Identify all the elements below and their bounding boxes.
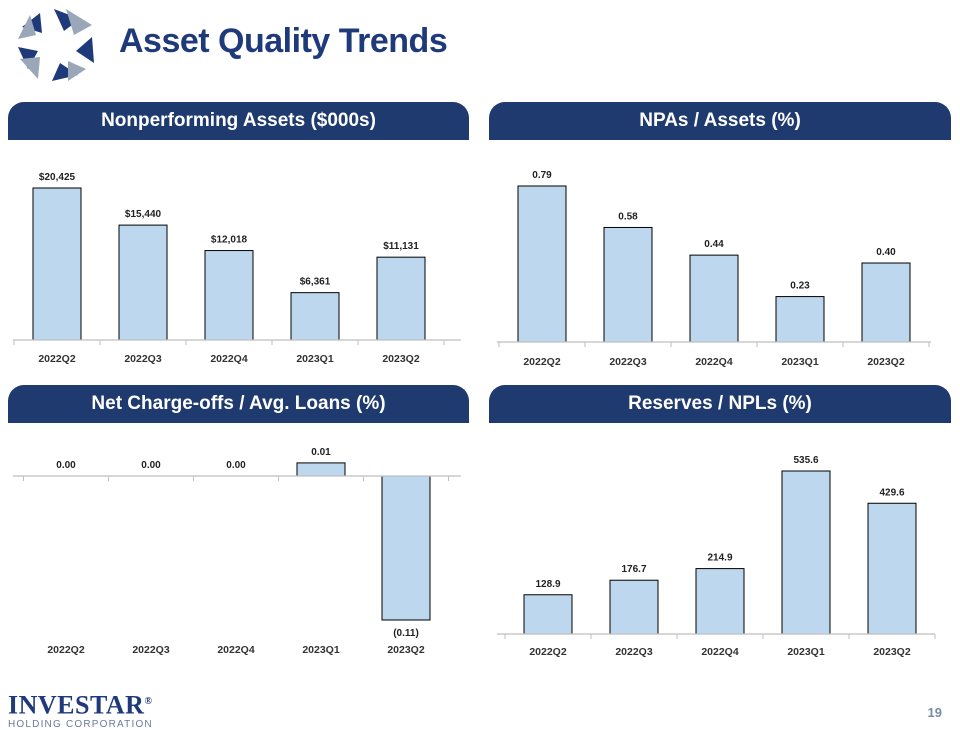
data-label-npa-2022Q4: $12,018 [211, 235, 248, 246]
category-label-reserves-2022Q3: 2022Q3 [615, 646, 653, 658]
bar-npa-2023Q1 [290, 292, 340, 341]
bar-nco-2023Q2 [381, 475, 431, 621]
category-label-nco-2022Q4: 2022Q4 [217, 644, 255, 656]
bar-npa-2022Q2 [32, 187, 82, 341]
category-label-reserves-2023Q2: 2023Q2 [873, 646, 911, 658]
chart-reserves-npls: 128.9 2022Q2 176.7 2022Q3 214.9 2022Q4 535.6 20… [497, 455, 936, 658]
bar-npa-assets-2022Q4 [689, 254, 739, 343]
brand-name: INVESTAR® [8, 690, 153, 720]
panel-header-npa: Nonperforming Assets ($000s) [8, 102, 469, 140]
data-label-nco-2023Q1: 0.01 [311, 447, 331, 458]
category-label-nco-2023Q2: 2023Q2 [387, 644, 425, 656]
category-label-npa-assets-2022Q4: 2022Q4 [695, 356, 733, 368]
brand-logo: INVESTAR® HOLDING CORPORATION [8, 689, 153, 730]
bar-npa-assets-2022Q3 [603, 226, 653, 343]
chart-nonperforming-assets: $20,425 2022Q2 $15,440 2022Q3 $12,018 2022Q4 $… [13, 172, 461, 365]
data-label-npa-2022Q3: $15,440 [125, 209, 162, 220]
panel-header-npa-assets: NPAs / Assets (%) [489, 102, 951, 140]
category-label-nco-2022Q3: 2022Q3 [132, 644, 170, 656]
category-label-npa-2022Q4: 2022Q4 [210, 353, 248, 365]
category-label-npa-assets-2023Q1: 2023Q1 [781, 356, 819, 368]
bar-npa-2023Q2 [376, 256, 426, 341]
panel-title-reserves: Reserves / NPLs (%) [628, 393, 812, 414]
data-label-npa-assets-2023Q1: 0.23 [790, 281, 810, 292]
bar-reserves-2022Q3 [609, 579, 659, 635]
panel-header-nco: Net Charge-offs / Avg. Loans (%) [8, 385, 469, 423]
brand-subtitle: HOLDING CORPORATION [8, 718, 153, 730]
panel-title-npa: Nonperforming Assets ($000s) [101, 110, 376, 131]
bar-npa-assets-2023Q2 [861, 262, 911, 343]
bar-nco-2023Q1 [296, 462, 346, 477]
category-label-npa-2022Q3: 2022Q3 [124, 353, 162, 365]
category-label-npa-2023Q2: 2023Q2 [382, 353, 420, 365]
bar-reserves-2023Q1 [781, 470, 831, 635]
page-number: 19 [927, 705, 942, 720]
page-title: Asset Quality Trends [119, 22, 448, 60]
bar-reserves-2022Q2 [523, 594, 573, 635]
bar-npa-assets-2022Q2 [517, 185, 567, 343]
category-label-npa-assets-2022Q2: 2022Q2 [523, 356, 561, 368]
data-label-reserves-2023Q1: 535.6 [793, 455, 818, 466]
data-label-nco-2022Q4: 0.00 [226, 460, 246, 471]
data-label-reserves-2023Q2: 429.6 [879, 487, 904, 498]
category-label-npa-assets-2023Q2: 2023Q2 [867, 356, 905, 368]
category-label-reserves-2022Q2: 2022Q2 [529, 646, 567, 658]
bar-npa-assets-2023Q1 [775, 296, 825, 343]
data-label-nco-2022Q2: 0.00 [56, 460, 76, 471]
logo-emblem [18, 9, 94, 81]
data-label-npa-assets-2022Q3: 0.58 [618, 211, 638, 222]
data-label-npa-assets-2022Q2: 0.79 [532, 170, 552, 181]
category-label-npa-2023Q1: 2023Q1 [296, 353, 334, 365]
category-label-nco-2022Q2: 2022Q2 [47, 644, 85, 656]
data-label-npa-2023Q1: $6,361 [300, 277, 331, 288]
bar-reserves-2023Q2 [867, 502, 917, 635]
data-label-reserves-2022Q4: 214.9 [707, 553, 732, 564]
category-label-npa-assets-2022Q3: 2022Q3 [609, 356, 647, 368]
data-label-nco-2022Q3: 0.00 [141, 460, 161, 471]
bar-npa-2022Q4 [204, 250, 254, 341]
data-label-reserves-2022Q3: 176.7 [621, 564, 646, 575]
bar-npa-2022Q3 [118, 224, 168, 341]
data-label-nco-2023Q2: (0.11) [393, 628, 419, 639]
category-label-reserves-2023Q1: 2023Q1 [787, 646, 825, 658]
panel-title-npa-assets: NPAs / Assets (%) [639, 110, 801, 131]
category-label-nco-2023Q1: 2023Q1 [302, 644, 340, 656]
data-label-npa-2023Q2: $11,131 [383, 241, 419, 252]
data-label-npa-assets-2022Q4: 0.44 [704, 239, 724, 250]
bar-reserves-2022Q4 [695, 568, 745, 635]
data-label-npa-assets-2023Q2: 0.40 [876, 247, 896, 258]
panel-title-nco: Net Charge-offs / Avg. Loans (%) [91, 393, 386, 414]
data-label-npa-2022Q2: $20,425 [39, 172, 76, 183]
data-label-reserves-2022Q2: 128.9 [535, 579, 560, 590]
chart-net-charge-offs: 0.00 2022Q2 0.00 2022Q3 0.00 2022Q4 0.01 2023Q1… [13, 447, 461, 656]
category-label-npa-2022Q2: 2022Q2 [38, 353, 76, 365]
category-label-reserves-2022Q4: 2022Q4 [701, 646, 739, 658]
panel-header-reserves: Reserves / NPLs (%) [489, 385, 951, 423]
chart-npas-assets: 0.79 2022Q2 0.58 2022Q3 0.44 2022Q4 0.23 2023Q1… [497, 170, 931, 368]
